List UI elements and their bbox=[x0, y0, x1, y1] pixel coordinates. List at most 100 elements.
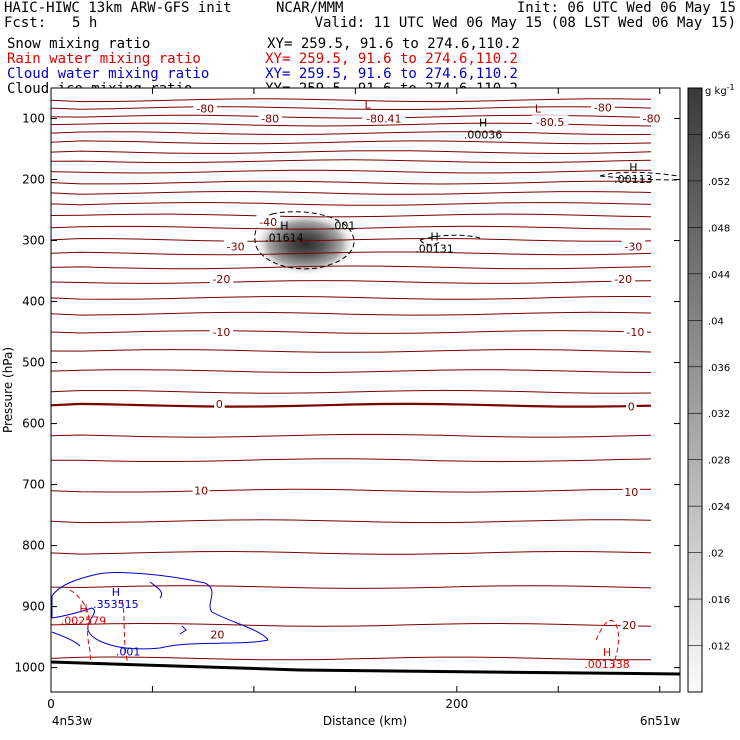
contour-label-bg bbox=[209, 325, 234, 338]
colorbar-ticks: .012 .016 .02 .024 .028 .032 .036 .04 .044 .048 .0… bbox=[688, 130, 730, 653]
contour-label-bg bbox=[209, 271, 234, 284]
temperature-contour-label: -20 bbox=[614, 273, 632, 286]
temperature-contour-label: 0 bbox=[216, 398, 223, 411]
y-tick-label: 1000 bbox=[14, 661, 45, 675]
temperature-contour-label: -30 bbox=[227, 241, 245, 254]
colorbar-tick-label: .016 bbox=[708, 595, 730, 606]
contour-label-bg bbox=[623, 325, 648, 338]
x-axis-label: Distance (km) bbox=[323, 714, 407, 728]
temperature-contour-label: 10 bbox=[194, 485, 208, 498]
x-endpoint-left: 4n53w bbox=[52, 714, 93, 728]
extremum-value: .00036 bbox=[464, 128, 503, 141]
header-fcst-label: Fcst: bbox=[4, 15, 46, 31]
y-tick-label: 300 bbox=[22, 234, 45, 248]
contour-label-bg bbox=[622, 484, 640, 497]
contour-label-bg bbox=[256, 215, 280, 228]
extremum-value: .00131 bbox=[415, 243, 454, 256]
contour-label-bg bbox=[193, 101, 217, 114]
extremum-letter: L bbox=[535, 102, 542, 115]
contour-label-bg bbox=[223, 239, 248, 252]
colorbar bbox=[687, 87, 703, 693]
colorbar-tick-label: .012 bbox=[708, 642, 730, 653]
colorbar-tick-label: .024 bbox=[708, 502, 730, 513]
y-tick-label: 600 bbox=[22, 417, 45, 431]
temperature-contour-label: -20 bbox=[212, 273, 230, 286]
temperature-contour-label: -80 bbox=[594, 102, 612, 115]
contour-label-bg bbox=[192, 483, 210, 496]
temperature-contour-label: -80 bbox=[643, 113, 661, 126]
extremum-letter: L bbox=[364, 99, 371, 112]
x-endpoint-right: 6n51w bbox=[640, 714, 681, 728]
temperature-contour-line bbox=[51, 180, 652, 185]
temperature-contour-line bbox=[51, 150, 652, 155]
colorbar-tick-label: .04 bbox=[708, 316, 724, 327]
header-init: Init: 06 UTC Wed 06 May 15 bbox=[517, 0, 736, 16]
temperature-contour-label: 10 bbox=[624, 486, 638, 499]
plot-area: -80 -80 -80 -80 -80.41 -80.5 -40 -30 -30 -20 -20 -1… bbox=[51, 88, 680, 692]
extremum-letter: H bbox=[479, 116, 487, 129]
extremum-letter: H bbox=[430, 231, 438, 244]
extrema-labels: L LH.00036H.00113H.01614.001H.00131H.3535… bbox=[61, 99, 653, 671]
temperature-contour-line bbox=[51, 251, 652, 256]
contour-label-bg bbox=[362, 111, 406, 124]
colorbar-tick-label: .028 bbox=[708, 456, 730, 467]
contour-labels: -80 -80 -80 -80 -80.41 -80.5 -40 -30 -30 -20 -20 -1… bbox=[192, 100, 664, 642]
y-tick-label: 200 bbox=[22, 173, 45, 187]
temperature-contour-line bbox=[51, 550, 652, 555]
temperature-contour-line bbox=[51, 213, 652, 218]
y-tick-label: 400 bbox=[22, 295, 45, 309]
contour-label-bg bbox=[531, 115, 569, 128]
field-xy-cloud-water: XY= 259.5, 91.6 to 274.6,110.2 bbox=[265, 66, 518, 82]
colorbar-tick-label: .02 bbox=[708, 549, 724, 560]
snow-contour-main bbox=[254, 211, 355, 270]
field-name-snow: Snow mixing ratio bbox=[7, 36, 150, 52]
y-tick-label: 700 bbox=[22, 478, 45, 492]
terrain-line bbox=[51, 660, 680, 676]
temperature-contour-line bbox=[51, 585, 652, 589]
plot-frame bbox=[50, 87, 681, 693]
temperature-contours bbox=[51, 98, 652, 661]
cloud-water-contour-fragment bbox=[179, 625, 187, 635]
temperature-contour-line bbox=[51, 389, 652, 394]
colorbar-tick-label: .048 bbox=[708, 223, 730, 234]
temperature-contour-line bbox=[51, 369, 652, 374]
temperature-contour-line bbox=[51, 330, 652, 334]
colorbar-tick-label: .052 bbox=[708, 177, 730, 188]
extremum-letter: H bbox=[280, 220, 288, 233]
y-tick-label: 500 bbox=[22, 356, 45, 370]
header-source: NCAR/MMM bbox=[276, 0, 343, 16]
rain-contour-right bbox=[595, 619, 619, 671]
colorbar-tick-label: .056 bbox=[708, 130, 730, 141]
contour-label-bg bbox=[258, 111, 282, 124]
temperature-contour-line bbox=[51, 402, 652, 408]
temperature-contour-label: 0 bbox=[628, 400, 635, 413]
temperature-contour-line bbox=[51, 519, 652, 524]
field-xy-rain: XY= 259.5, 91.6 to 274.6,110.2 bbox=[265, 51, 518, 67]
temperature-contour-label: -40 bbox=[259, 216, 277, 229]
contour-label-bg bbox=[639, 111, 664, 124]
temperature-contour-label: -80.5 bbox=[536, 116, 564, 129]
field-xy-snow: XY= 259.5, 91.6 to 274.6,110.2 bbox=[267, 36, 520, 52]
snow-contour-small bbox=[419, 234, 481, 246]
extremum-letter: H bbox=[79, 603, 87, 616]
plot-background bbox=[51, 88, 680, 692]
temperature-contour-label: 20 bbox=[622, 619, 636, 632]
temperature-contour-line bbox=[51, 280, 652, 284]
y-tick-label: 800 bbox=[22, 539, 45, 553]
rain-contour-left bbox=[69, 589, 91, 663]
temperature-contour-line bbox=[51, 265, 652, 270]
temperature-contour-label: -80 bbox=[261, 113, 279, 126]
extremum-value: .001 bbox=[116, 645, 141, 658]
temperature-contour-line bbox=[51, 140, 652, 145]
temperature-contour-line bbox=[51, 98, 652, 103]
contour-label-bg bbox=[611, 271, 635, 284]
temperature-contour-line bbox=[51, 131, 652, 136]
cloud-water-contour-lower bbox=[51, 631, 81, 647]
temperature-contour-line bbox=[51, 349, 652, 353]
rain-contour-left-2 bbox=[121, 599, 129, 665]
temperature-contour-line bbox=[51, 201, 652, 206]
temperature-contour-line bbox=[51, 295, 652, 300]
temperature-contour-line bbox=[51, 656, 652, 661]
